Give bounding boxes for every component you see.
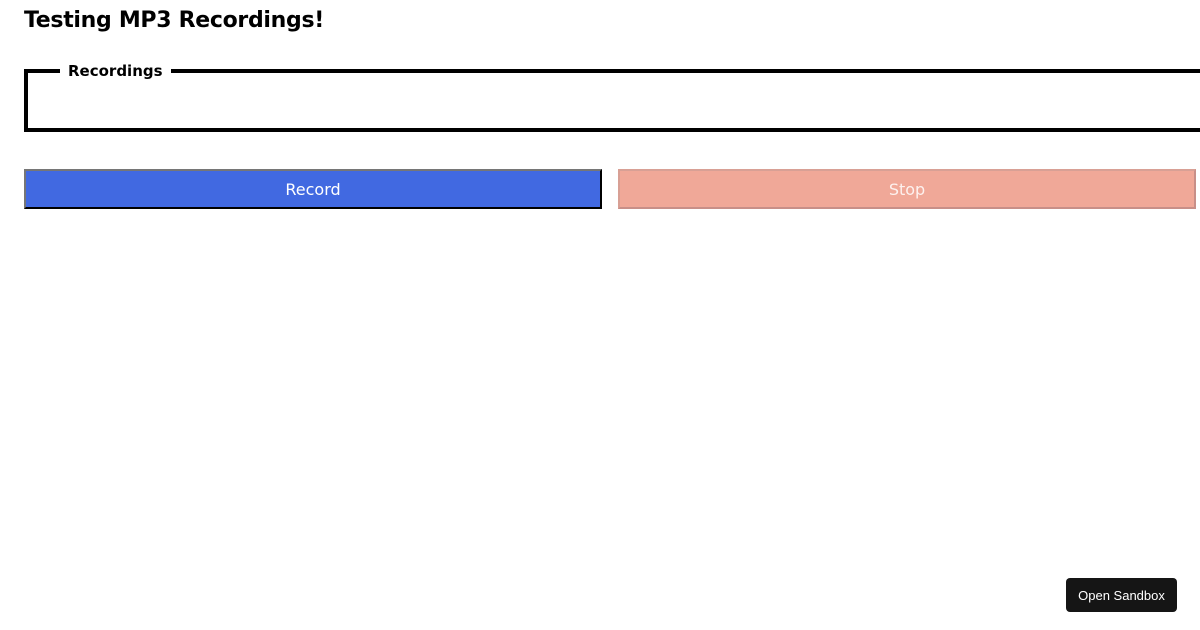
open-sandbox-button[interactable]: Open Sandbox: [1066, 578, 1177, 612]
stop-button[interactable]: Stop: [618, 169, 1196, 209]
page-title: Testing MP3 Recordings!: [24, 8, 325, 33]
recordings-fieldset: Recordings: [24, 62, 1200, 132]
recordings-legend: Recordings: [68, 62, 163, 80]
record-button[interactable]: Record: [24, 169, 602, 209]
